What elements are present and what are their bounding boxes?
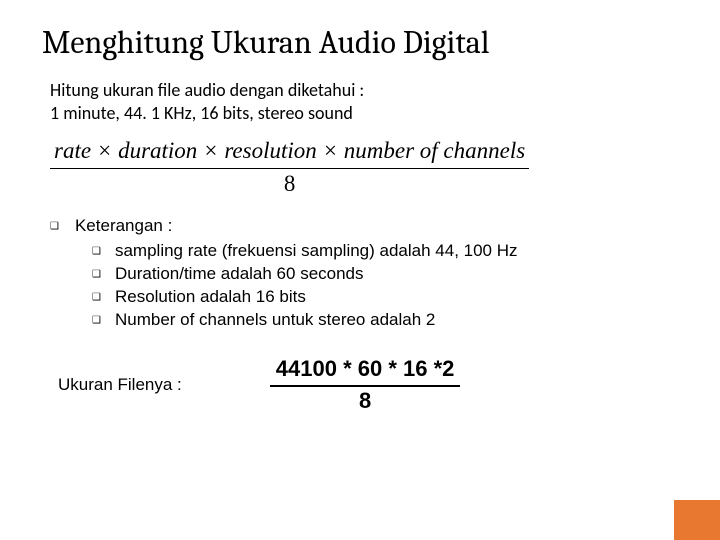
keterangan-item: Duration/time adalah 60 seconds: [115, 263, 364, 286]
formula-denominator: 8: [50, 168, 529, 197]
list-item: ❑ Number of channels untuk stereo adalah…: [92, 309, 678, 332]
calculation: 44100 * 60 * 16 *2 8: [270, 356, 461, 414]
keterangan-item: sampling rate (frekuensi sampling) adala…: [115, 240, 518, 263]
square-bullet-icon: ❑: [92, 291, 101, 305]
accent-corner: [674, 500, 720, 540]
square-bullet-icon: ❑: [50, 220, 59, 234]
result-row: Ukuran Filenya : 44100 * 60 * 16 *2 8: [58, 356, 678, 414]
list-item: ❑ Duration/time adalah 60 seconds: [92, 263, 678, 286]
calc-numerator: 44100 * 60 * 16 *2: [270, 356, 461, 385]
formula-block: rate × duration × resolution × number of…: [50, 138, 678, 197]
list-item: ❑ sampling rate (frekuensi sampling) ada…: [92, 240, 678, 263]
calc-denominator: 8: [270, 385, 461, 414]
keterangan-item: Resolution adalah 16 bits: [115, 286, 306, 309]
square-bullet-icon: ❑: [92, 314, 101, 328]
slide-title: Menghitung Ukuran Audio Digital: [42, 24, 678, 61]
problem-line-2: 1 minute, 44. 1 KHz, 16 bits, stereo sou…: [50, 102, 678, 125]
list-item: ❑ Resolution adalah 16 bits: [92, 286, 678, 309]
keterangan-label: Keterangan :: [75, 215, 172, 238]
problem-statement: Hitung ukuran file audio dengan diketahu…: [50, 79, 678, 124]
formula-numerator: rate × duration × resolution × number of…: [50, 138, 529, 168]
keterangan-item: Number of channels untuk stereo adalah 2: [115, 309, 435, 332]
square-bullet-icon: ❑: [92, 268, 101, 282]
problem-line-1: Hitung ukuran file audio dengan diketahu…: [50, 79, 678, 102]
ukuran-label: Ukuran Filenya :: [58, 375, 182, 395]
square-bullet-icon: ❑: [92, 245, 101, 259]
keterangan-section: ❑ Keterangan : ❑ sampling rate (frekuens…: [50, 215, 678, 332]
